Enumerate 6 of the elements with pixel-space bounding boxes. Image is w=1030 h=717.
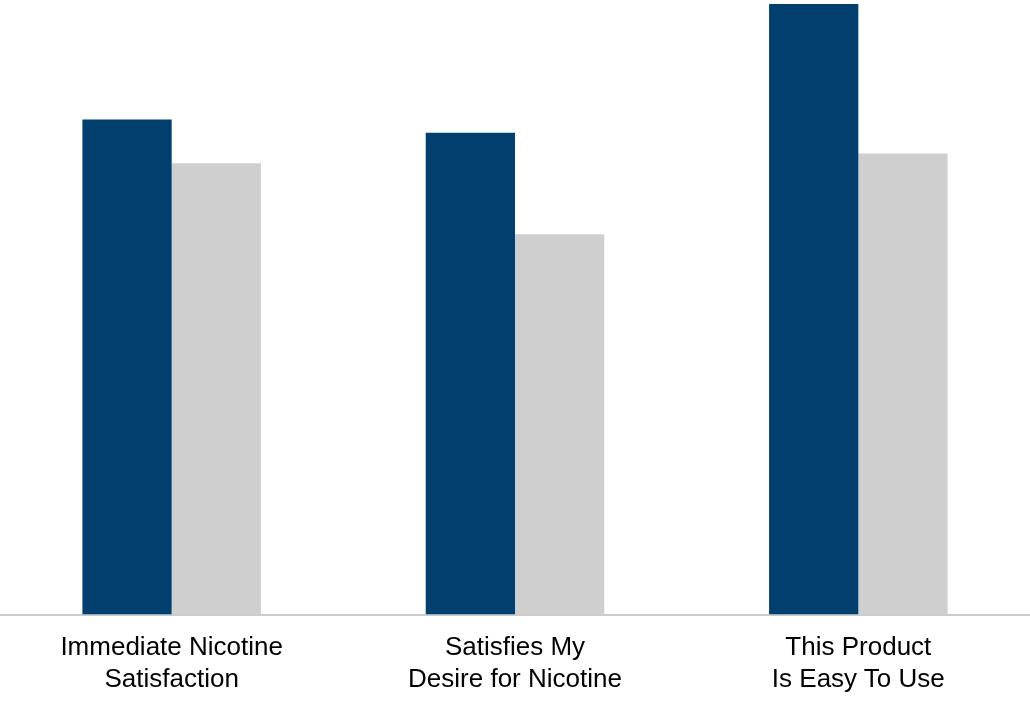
bar [425, 132, 515, 615]
x-tick-label: This Product Is Easy To Use [771, 631, 945, 693]
x-tick-label: Immediate Nicotine Satisfaction [60, 631, 283, 693]
bar [82, 119, 172, 615]
x-tick-label: Satisfies My Desire for Nicotine [408, 631, 622, 693]
bar [769, 4, 859, 615]
